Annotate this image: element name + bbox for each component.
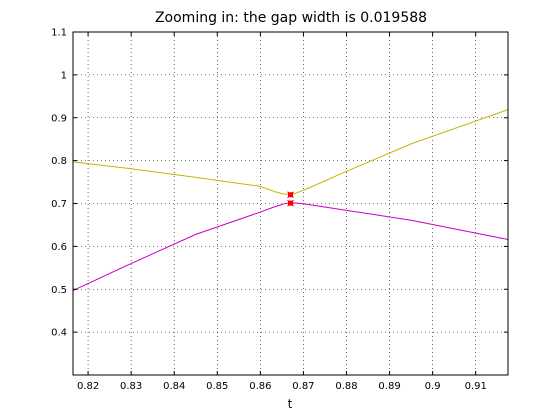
gap-markers [287, 191, 294, 207]
gap-marker-1 [287, 191, 294, 199]
x-tick-label: 0.86 [249, 381, 271, 392]
y-tick-label: 0.8 [51, 156, 67, 167]
series-line-2 [72, 202, 509, 291]
x-tick-label: 0.85 [206, 381, 228, 392]
x-tick-label: 0.82 [77, 381, 99, 392]
y-tick-label: 0.5 [51, 285, 67, 296]
x-tick-label: 0.83 [120, 381, 142, 392]
plot-lines [72, 109, 509, 291]
y-tick-label: 0.7 [51, 199, 67, 210]
series-line-1 [72, 109, 509, 196]
y-tick-label: 0.9 [51, 113, 67, 124]
x-tick-label: 0.88 [335, 381, 357, 392]
y-tick-label: 1 [61, 70, 67, 81]
gap-marker-2 [287, 199, 294, 207]
x-axis-label: t [288, 397, 293, 411]
x-tick-label: 0.87 [292, 381, 314, 392]
x-tick-label: 0.84 [163, 381, 185, 392]
x-tick-label: 0.9 [425, 381, 441, 392]
chart-title: Zooming in: the gap width is 0.019588 [155, 10, 427, 26]
y-tick-label: 1.1 [51, 28, 67, 39]
y-tick-label: 0.4 [51, 328, 67, 339]
y-tick-label: 0.6 [51, 242, 67, 253]
x-tick-label: 0.89 [378, 381, 400, 392]
x-tick-label: 0.91 [465, 381, 487, 392]
axis-ticks: 0.82 0.83 0.84 0.85 0.86 0.87 0.88 0.89 0.9 0.910… [51, 28, 508, 392]
